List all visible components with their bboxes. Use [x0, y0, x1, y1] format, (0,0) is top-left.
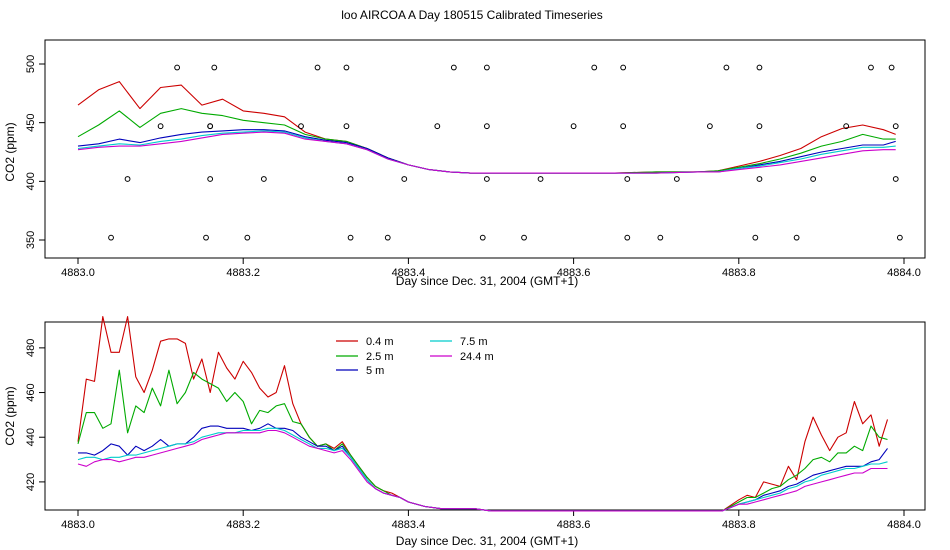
upper-scatter-point-34 — [673, 176, 680, 182]
upper-x-tick-label-3: 4883.6 — [557, 267, 591, 279]
upper-series-line-4 — [77, 131, 896, 174]
upper-x-tick-label-5: 4884.0 — [887, 267, 921, 279]
upper-y-tick-label-1: 400 — [25, 172, 37, 190]
upper-series-line-3 — [77, 130, 896, 174]
upper-y-tick-label-3: 500 — [25, 55, 37, 73]
lower-series-line-24-4-m — [77, 429, 888, 512]
lower-y-tick-label-0: 420 — [25, 473, 37, 491]
lower-x-axis-label: Day since Dec. 31, 2004 (GMT+1) — [396, 534, 578, 548]
upper-scatter-point-32 — [624, 234, 631, 241]
upper-scatter-point-47 — [892, 176, 899, 182]
upper-scatter-point-2 — [157, 123, 164, 130]
upper-scatter-point-31 — [624, 176, 631, 182]
upper-scatter-point-9 — [244, 234, 251, 241]
upper-scatter-point-44 — [868, 64, 874, 71]
upper-scatter-point-10 — [260, 176, 267, 182]
upper-scatter-point-33 — [657, 234, 664, 241]
upper-scatter-point-19 — [434, 123, 441, 130]
upper-scatter-point-38 — [756, 176, 763, 182]
upper-scatter-point-5 — [207, 176, 214, 182]
upper-scatter-point-45 — [888, 64, 895, 71]
upper-x-tick-label-1: 4883.2 — [226, 267, 260, 279]
upper-scatter-point-37 — [752, 234, 759, 241]
lower-y-tick-label-3: 480 — [25, 339, 37, 357]
upper-scatter-point-17 — [384, 234, 391, 241]
upper-scatter-point-18 — [401, 176, 408, 182]
legend-label-7-5-m: 7.5 m — [460, 336, 488, 348]
upper-scatter-point-22 — [483, 176, 490, 182]
upper-scatter-point-39 — [756, 123, 763, 130]
upper-scatter-point-28 — [591, 64, 598, 71]
lower-x-tick-label-2: 4883.4 — [392, 519, 426, 531]
upper-x-axis-label: Day since Dec. 31, 2004 (GMT+1) — [396, 274, 578, 288]
upper-plot-frame — [44, 39, 926, 259]
lower-y-tick-label-2: 460 — [25, 383, 37, 401]
upper-plot-marks: 4883.0 4883.2 4883.4 4883.6 4883.8 4884.0 350 4… — [25, 55, 921, 279]
upper-scatter-point-15 — [347, 176, 354, 182]
upper-scatter-point-21 — [479, 234, 486, 241]
upper-scatter-point-16 — [347, 234, 354, 241]
lower-y-tick-label-1: 440 — [25, 428, 37, 446]
upper-scatter-point-20 — [450, 64, 457, 71]
upper-scatter-point-41 — [793, 234, 800, 241]
upper-x-tick-label-2: 4883.4 — [392, 267, 426, 279]
lower-y-axis-label: CO2 (ppm) — [3, 386, 17, 445]
upper-scatter-point-11 — [298, 123, 304, 130]
lower-plot-marks: 4883.0 4883.2 4883.4 4883.6 4883.8 4884.0 420 4… — [25, 316, 921, 531]
upper-scatter-point-27 — [570, 123, 577, 130]
legend-label-2-5-m: 2.5 m — [366, 351, 394, 363]
upper-scatter-point-3 — [174, 64, 181, 71]
upper-series-line-0 — [77, 81, 896, 174]
figure-title: loo AIRCOA A Day 180515 Calibrated Times… — [341, 8, 602, 22]
lower-x-tick-label-4: 4883.8 — [722, 519, 756, 531]
upper-scatter-point-43 — [843, 123, 850, 130]
upper-scatter-point-23 — [483, 123, 490, 130]
upper-scatter-point-42 — [810, 176, 817, 182]
upper-scatter-point-35 — [706, 123, 713, 130]
upper-scatter-point-30 — [620, 64, 627, 71]
upper-scatter-point-8 — [211, 64, 218, 71]
upper-scatter-point-46 — [892, 123, 899, 130]
legend-label-24-4-m: 24.4 m — [460, 351, 494, 363]
upper-x-tick-label-0: 4883.0 — [61, 267, 95, 279]
lower-series-line-5-m — [78, 423, 888, 512]
lower-x-tick-label-5: 4884.0 — [887, 519, 921, 531]
upper-scatter-point-26 — [537, 176, 544, 182]
upper-scatter-point-36 — [723, 64, 730, 71]
upper-scatter-point-25 — [521, 234, 527, 241]
legend-label-5-m: 5 m — [366, 365, 384, 377]
upper-scatter-point-1 — [124, 176, 131, 182]
upper-x-tick-label-4: 4883.8 — [722, 267, 756, 279]
lower-x-tick-label-0: 4883.0 — [61, 519, 95, 531]
upper-y-tick-label-2: 450 — [25, 113, 37, 131]
upper-scatter-point-24 — [483, 64, 490, 71]
upper-panel: 4883.0 4883.2 4883.4 4883.6 4883.8 4884.0 350 4… — [3, 39, 926, 288]
upper-scatter-point-40 — [756, 64, 763, 71]
upper-scatter-point-0 — [108, 234, 114, 241]
upper-scatter-point-29 — [620, 123, 627, 130]
legend: 0.4 m 2.5 m 5 m 7.5 m 24.4 m — [336, 336, 494, 377]
upper-scatter-point-13 — [343, 123, 350, 130]
upper-scatter-point-7 — [207, 123, 214, 130]
lower-x-tick-label-3: 4883.6 — [557, 519, 591, 531]
upper-y-axis-label: CO2 (ppm) — [3, 122, 17, 181]
upper-scatter-point-14 — [343, 64, 350, 71]
upper-scatter-point-48 — [896, 234, 903, 241]
lower-panel: 4883.0 4883.2 4883.4 4883.6 4883.8 4884.0 420 4… — [3, 316, 926, 548]
upper-scatter-point-4 — [203, 234, 209, 241]
upper-scatter-point-12 — [314, 64, 321, 71]
upper-y-tick-label-0: 350 — [25, 231, 37, 249]
lower-x-tick-label-1: 4883.2 — [226, 519, 260, 531]
legend-label-0-4-m: 0.4 m — [366, 336, 394, 348]
